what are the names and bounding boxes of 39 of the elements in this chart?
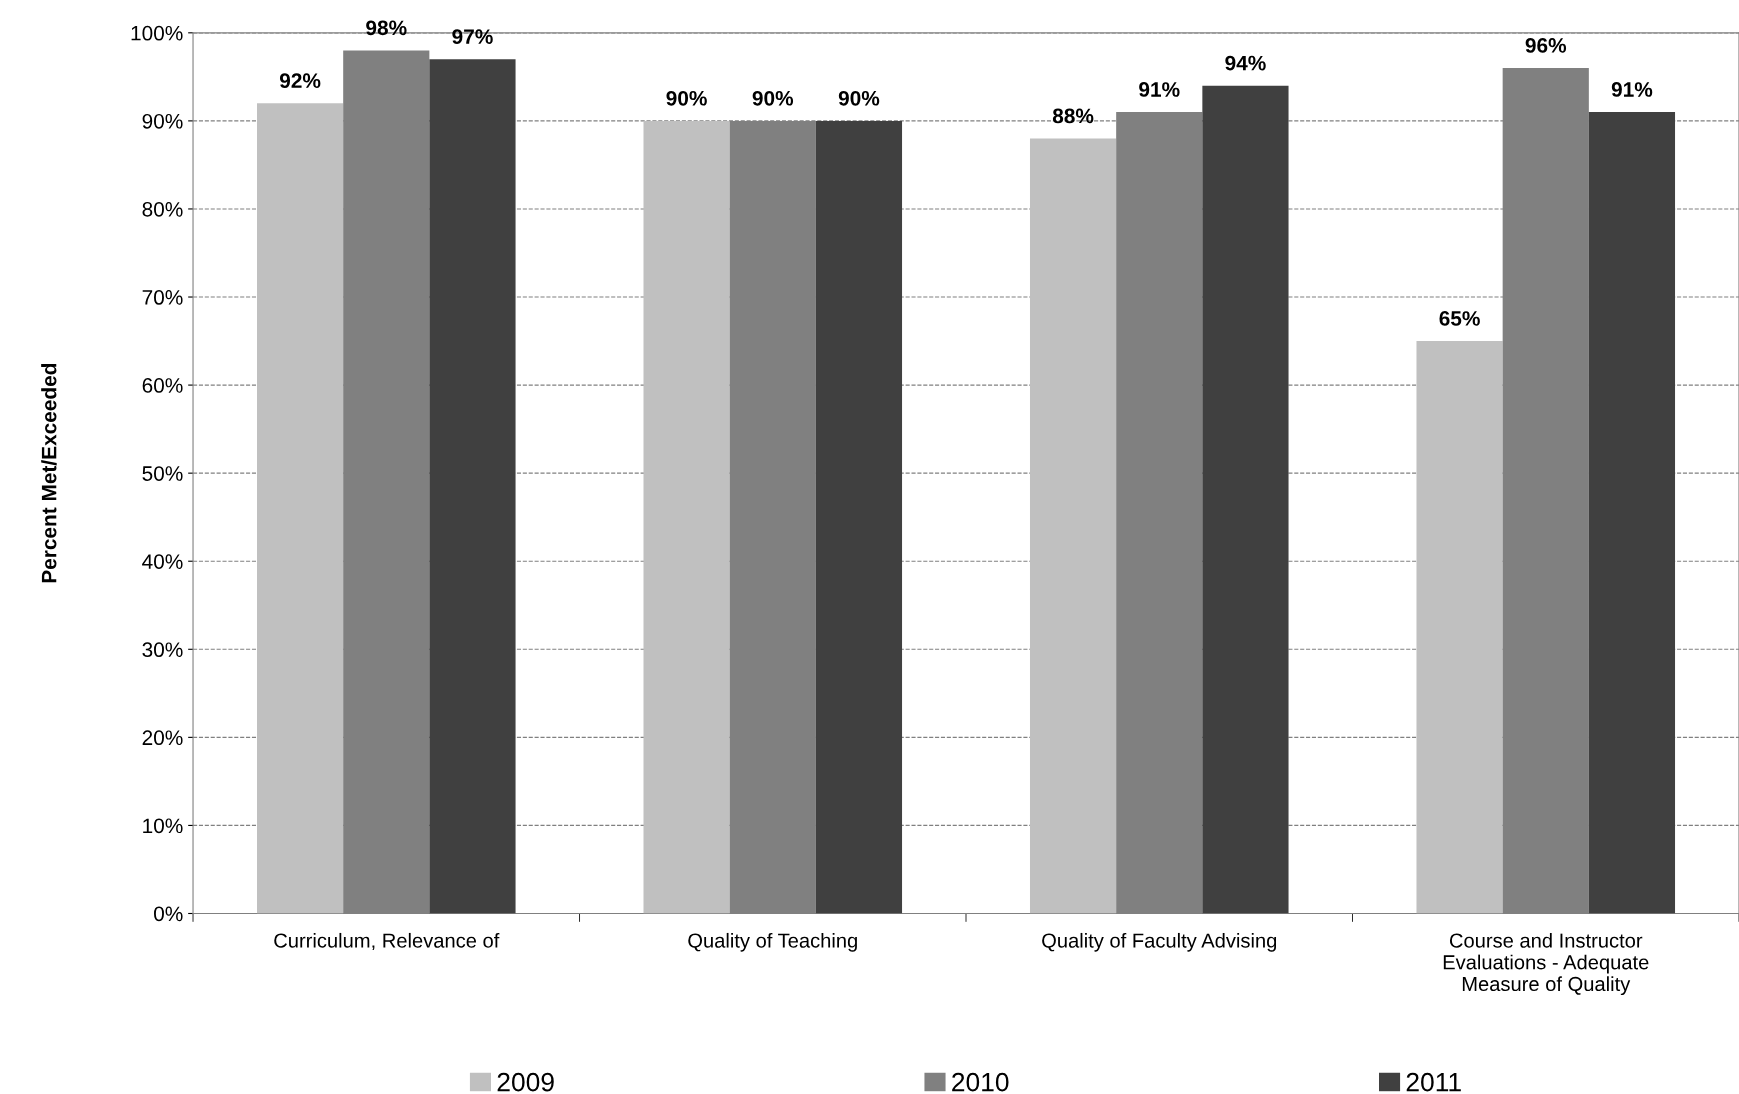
x-tick-label: Quality of Faculty Advising	[1042, 932, 1277, 952]
y-tick-label: 30%	[142, 642, 183, 658]
y-axis-title: Percent Met/Exceeded	[41, 363, 57, 583]
y-tick-label: 90%	[142, 113, 183, 129]
y-tick-label: 40%	[142, 554, 183, 569]
legend-label: 2010	[952, 1072, 1009, 1092]
y-tick-label: 10%	[143, 818, 183, 834]
data-label: 97%	[452, 29, 493, 45]
x-tick-label: Curriculum, Relevance of	[274, 932, 500, 951]
bar	[643, 120, 730, 914]
y-tick-label: 60%	[142, 378, 183, 393]
bar	[815, 120, 903, 914]
data-label: 98%	[366, 20, 407, 36]
data-label: 90%	[838, 90, 880, 106]
bar	[1029, 138, 1117, 914]
x-tick-label: Course and Instructor Evaluations - Adequate Measure of Quality	[1443, 932, 1649, 996]
y-tick-label: 20%	[142, 730, 183, 746]
bar	[1416, 341, 1503, 914]
data-label: 90%	[752, 90, 794, 106]
bar	[1202, 85, 1289, 914]
data-label: 94%	[1225, 55, 1266, 71]
data-label: 96%	[1525, 38, 1567, 53]
legend-label: 2011	[1406, 1072, 1461, 1092]
bar	[256, 103, 344, 914]
y-tick-label: 0%	[154, 906, 183, 922]
data-label: 88%	[1052, 108, 1094, 124]
y-tick-label: 50%	[142, 466, 183, 481]
y-tick-label: 100%	[131, 25, 183, 41]
data-label: 91%	[1139, 82, 1180, 97]
bar	[429, 59, 516, 914]
data-label: 65%	[1439, 311, 1480, 326]
bar	[1588, 112, 1676, 914]
data-label: 91%	[1611, 82, 1653, 97]
legend-label: 2009	[497, 1072, 554, 1092]
y-tick-label: 70%	[142, 290, 183, 305]
x-tick-label: Quality of Teaching	[688, 932, 857, 952]
y-tick-label: 80%	[142, 201, 183, 217]
data-label: 90%	[666, 90, 707, 106]
data-label: 92%	[279, 73, 321, 89]
